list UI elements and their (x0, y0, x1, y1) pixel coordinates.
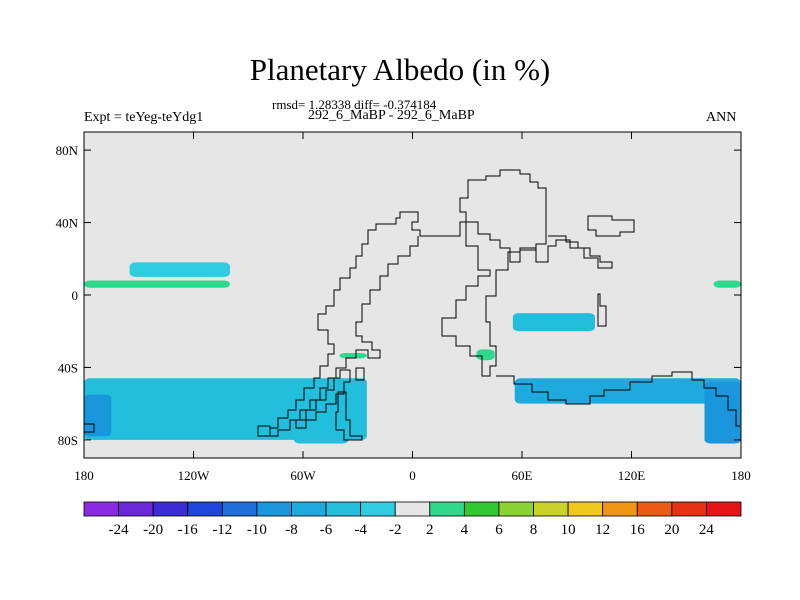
colorbar-swatch (152, 501, 189, 517)
y-tick-label: 80S (58, 433, 78, 448)
contour-region (84, 394, 112, 437)
contour-region (129, 262, 230, 277)
coastline-path (355, 367, 365, 381)
x-tick-label: 180 (74, 468, 94, 483)
comparison-label: 292_6_MaBP - 292_6_MaBP (308, 108, 475, 123)
colorbar-label: -8 (285, 522, 298, 538)
x-tick-label: 120W (178, 468, 211, 483)
colorbar-swatch (360, 501, 396, 517)
colorbar-swatch (221, 501, 258, 517)
colorbar-label: 8 (530, 522, 538, 538)
plot-area (84, 132, 741, 458)
chart-title: Planetary Albedo (in %) (249, 52, 551, 87)
colorbar: -24 -20 -16 -12 -10 -8 -6 -4 -2 2 4 6 8 10 12 16 20 24 (83, 501, 742, 538)
coastline-path (496, 371, 740, 427)
x-tick-label: 120E (618, 468, 646, 483)
colorbar-label: -16 (178, 522, 198, 538)
x-tick-label: 180 (731, 468, 751, 483)
contour-region (293, 403, 349, 444)
colorbar-label: 6 (495, 522, 503, 538)
contour-region (704, 381, 741, 444)
colorbar-label: 4 (461, 522, 469, 538)
coastline-path (295, 369, 351, 429)
colorbar-swatch (533, 501, 569, 517)
colorbar-label: 20 (664, 522, 679, 538)
colorbar-swatch (429, 501, 465, 517)
coastlines (84, 169, 740, 441)
colorbar-swatch (118, 501, 154, 517)
colorbar-label: 2 (426, 522, 434, 538)
contour-region (713, 280, 741, 288)
season-label: ANN (706, 110, 737, 125)
colorbar-swatch (291, 501, 327, 517)
y-tick-label: 40S (58, 360, 78, 375)
axes: 180 120W 60W 0 60E 120E 180 80N 40N 0 40S 80S (56, 131, 751, 483)
contour-region (339, 352, 367, 359)
coastline-path (257, 425, 271, 437)
colorbar-swatch (325, 501, 362, 517)
colorbar-label: 12 (595, 522, 610, 538)
colorbar-swatch (187, 501, 223, 517)
coastline-path (84, 423, 95, 433)
colorbar-label: -12 (212, 522, 232, 538)
colorbar-swatch (256, 501, 292, 517)
colorbar-label: -20 (143, 522, 163, 538)
y-tick-label: 0 (72, 288, 79, 303)
x-tick-label: 60E (512, 468, 533, 483)
coastline-path (587, 215, 635, 237)
coastline-path (335, 391, 363, 441)
x-tick-label: 0 (409, 468, 416, 483)
coastline-path (597, 293, 607, 327)
x-tick-label: 60W (290, 468, 316, 483)
colorbar-label: -4 (354, 522, 367, 538)
colorbar-swatch (671, 501, 707, 517)
colorbar-label: 16 (630, 522, 646, 538)
coastline-path (410, 211, 613, 377)
contour-region (476, 349, 495, 361)
y-tick-label: 40N (56, 216, 79, 231)
colorbar-label: -6 (320, 522, 333, 538)
y-tick-label: 80N (56, 143, 79, 158)
colorbar-swatch (394, 501, 431, 517)
colorbar-label: -10 (247, 522, 267, 538)
colorbar-swatch (636, 501, 673, 517)
colorbar-swatch (706, 501, 742, 517)
colorbar-label: -24 (109, 522, 129, 538)
stats-line: rmsd= 1.28338 diff= -0.374184 (272, 97, 437, 112)
colorbar-swatch (567, 501, 604, 517)
contour-region (512, 313, 595, 332)
colorbar-label: -2 (389, 522, 402, 538)
colorbar-swatch (498, 501, 534, 517)
colorbar-swatch (602, 501, 638, 517)
colorbar-label: 24 (699, 522, 715, 538)
contour-region (84, 280, 230, 288)
coastline-path (459, 169, 547, 263)
colorbar-swatch (463, 501, 500, 517)
colorbar-label: 10 (561, 522, 576, 538)
contour-region (514, 378, 741, 404)
colorbar-swatch (83, 501, 119, 517)
experiment-label: Expt = teYeg-teYdg1 (84, 110, 204, 125)
